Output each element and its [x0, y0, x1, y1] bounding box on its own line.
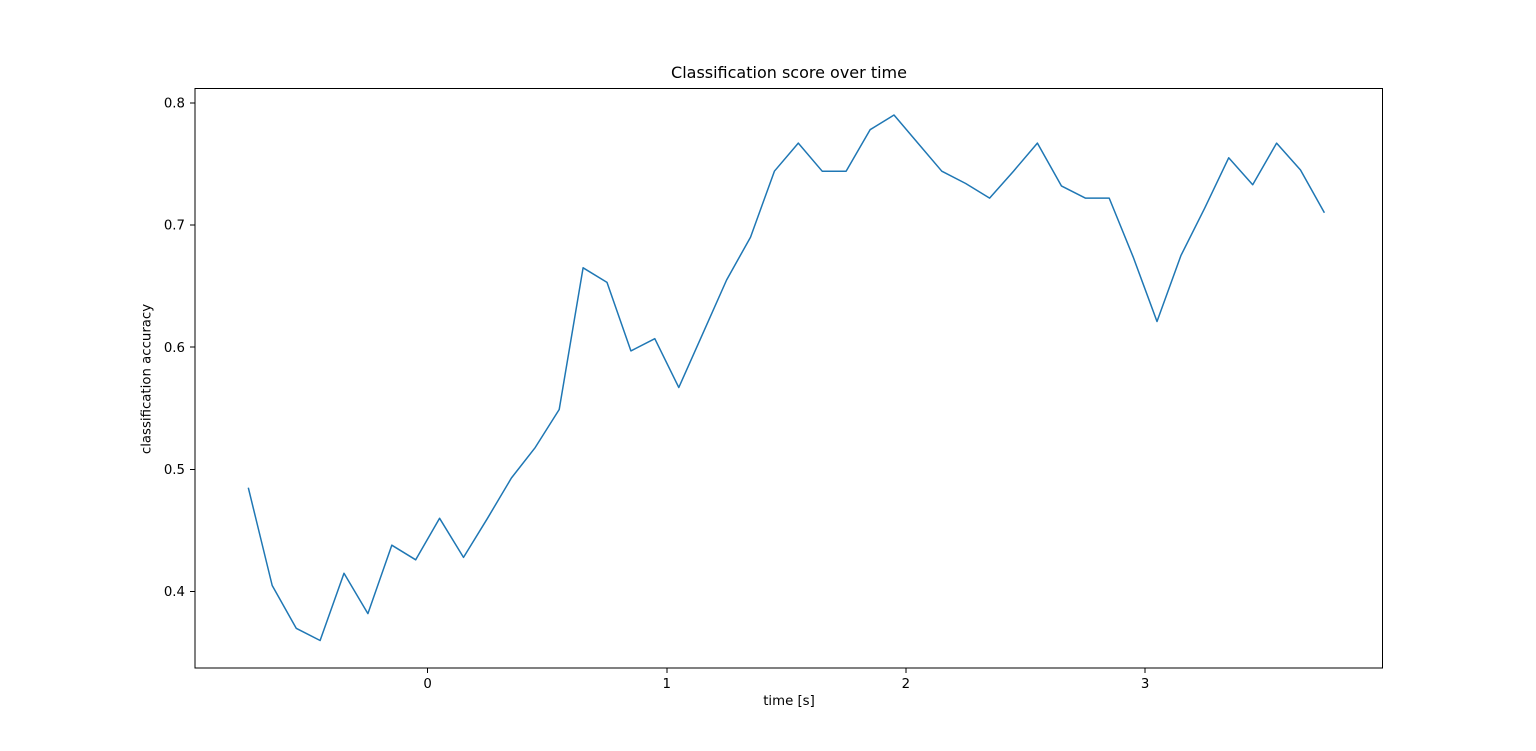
y-tick-label: 0.6 — [164, 341, 185, 356]
x-axis-label: time [s] — [763, 694, 815, 709]
accuracy-line — [247, 114, 1326, 642]
y-tick-label: 0.7 — [164, 219, 185, 234]
x-tick-label: 3 — [1141, 677, 1149, 692]
y-tick-label: 0.5 — [164, 463, 185, 478]
y-tick-label: 0.4 — [164, 585, 185, 600]
x-tick-label: 1 — [663, 677, 671, 692]
x-tick-label: 0 — [423, 677, 431, 692]
y-tick-label: 0.8 — [164, 96, 185, 111]
x-tick-label: 2 — [902, 677, 910, 692]
chart-title: Classification score over time — [671, 63, 907, 82]
plot-border — [194, 88, 1383, 669]
